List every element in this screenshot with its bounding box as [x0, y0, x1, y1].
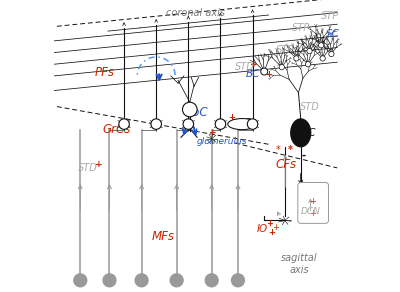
FancyBboxPatch shape	[298, 182, 328, 223]
Text: SC: SC	[326, 29, 340, 39]
Ellipse shape	[291, 119, 311, 147]
Text: +: +	[250, 60, 258, 69]
Text: -: -	[302, 151, 306, 161]
Circle shape	[170, 274, 183, 287]
Text: *: *	[276, 145, 280, 155]
Circle shape	[182, 102, 197, 117]
Circle shape	[205, 274, 218, 287]
Circle shape	[279, 65, 284, 70]
Circle shape	[294, 56, 299, 61]
Text: +: +	[309, 197, 316, 206]
Text: +: +	[265, 70, 272, 79]
Text: PC: PC	[303, 128, 316, 138]
Circle shape	[74, 274, 87, 287]
Text: +: +	[266, 219, 274, 228]
Text: PFs: PFs	[95, 67, 115, 79]
Text: +: +	[96, 161, 103, 169]
Circle shape	[329, 51, 334, 57]
Circle shape	[183, 119, 194, 129]
Circle shape	[306, 62, 311, 67]
Text: coronal axis: coronal axis	[166, 8, 225, 18]
Text: +: +	[229, 113, 236, 122]
Text: +: +	[309, 209, 316, 218]
Circle shape	[151, 119, 162, 129]
Circle shape	[135, 274, 148, 287]
Text: +: +	[209, 128, 217, 137]
Circle shape	[119, 119, 129, 129]
Text: MFs: MFs	[152, 230, 175, 243]
Circle shape	[215, 119, 226, 129]
Text: *: *	[288, 145, 292, 155]
Text: STP: STP	[292, 23, 310, 33]
Text: sagittal
axis: sagittal axis	[281, 253, 318, 275]
Circle shape	[318, 43, 324, 48]
Text: IO: IO	[257, 224, 268, 234]
Text: LC: LC	[239, 118, 252, 128]
Circle shape	[247, 119, 258, 129]
Text: STD: STD	[235, 62, 255, 72]
Text: DCN: DCN	[301, 207, 321, 216]
Circle shape	[103, 274, 116, 287]
Text: glomerulus: glomerulus	[197, 137, 247, 146]
Text: CFs: CFs	[276, 159, 297, 171]
Text: GrCs: GrCs	[102, 124, 131, 136]
Text: STP: STP	[321, 11, 339, 21]
Circle shape	[307, 48, 312, 54]
Text: GoC: GoC	[184, 106, 208, 119]
Text: +: +	[268, 228, 275, 237]
Text: +: +	[272, 223, 279, 232]
Text: STD: STD	[78, 163, 98, 173]
Text: STD: STD	[300, 102, 319, 112]
Circle shape	[232, 274, 244, 287]
Circle shape	[261, 68, 268, 75]
Text: STP: STP	[276, 45, 294, 55]
Ellipse shape	[228, 119, 257, 130]
Circle shape	[320, 56, 325, 61]
Text: BC: BC	[245, 69, 260, 79]
